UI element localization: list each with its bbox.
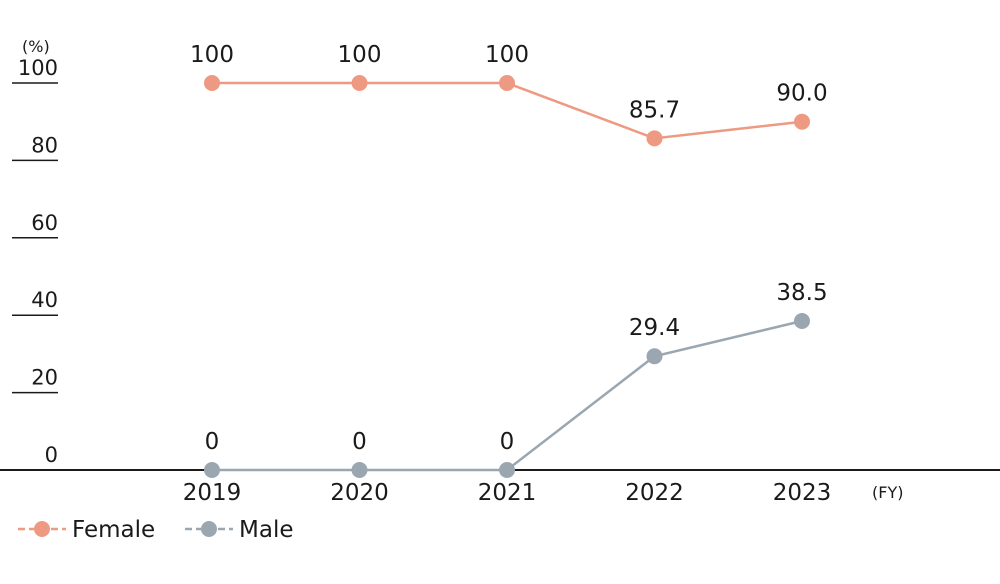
legend-item: Male xyxy=(185,517,293,543)
y-tick-label: 60 xyxy=(31,211,58,235)
legend-marker xyxy=(34,521,50,537)
data-label: 0 xyxy=(205,429,220,455)
data-point xyxy=(204,462,220,478)
y-tick-label: 80 xyxy=(31,133,58,157)
legend-item: Female xyxy=(18,517,155,543)
data-point xyxy=(499,75,515,91)
data-point xyxy=(204,75,220,91)
data-point xyxy=(794,113,810,130)
legend: Female Male xyxy=(18,517,293,543)
data-point xyxy=(646,130,663,147)
data-point xyxy=(351,75,368,91)
y-tick-label: 0 xyxy=(45,443,58,467)
legend-label: Female xyxy=(72,517,155,543)
x-axis-unit: (FY) xyxy=(872,483,903,502)
data-label: 100 xyxy=(338,42,382,68)
y-tick-label: 40 xyxy=(31,288,58,312)
data-label: 100 xyxy=(190,42,234,68)
series-male: 0 0 0 29.4 38.5 xyxy=(204,280,828,478)
x-tick-label: 2021 xyxy=(478,480,537,506)
x-tick-label: 2023 xyxy=(773,480,832,506)
data-point xyxy=(794,313,810,330)
data-point xyxy=(351,462,368,478)
y-tick-label: 100 xyxy=(18,56,58,80)
data-label: 90.0 xyxy=(776,81,827,107)
data-label: 0 xyxy=(500,429,515,455)
data-label: 85.7 xyxy=(629,97,680,123)
data-point xyxy=(499,462,515,478)
y-tick-label: 20 xyxy=(31,366,58,390)
data-label: 100 xyxy=(485,42,529,68)
y-axis-unit: (%) xyxy=(22,37,50,56)
data-point xyxy=(646,348,663,365)
series-female: 100 100 100 85.7 90.0 xyxy=(190,42,828,147)
x-tick-label: 2019 xyxy=(183,480,242,506)
data-label: 29.4 xyxy=(629,315,680,341)
series-line xyxy=(212,81,803,140)
data-label: 38.5 xyxy=(776,280,827,306)
data-label: 0 xyxy=(352,429,367,455)
x-tick-label: 2022 xyxy=(625,480,684,506)
x-tick-label: 2020 xyxy=(330,480,389,506)
legend-label: Male xyxy=(239,517,293,543)
legend-marker xyxy=(201,521,217,537)
